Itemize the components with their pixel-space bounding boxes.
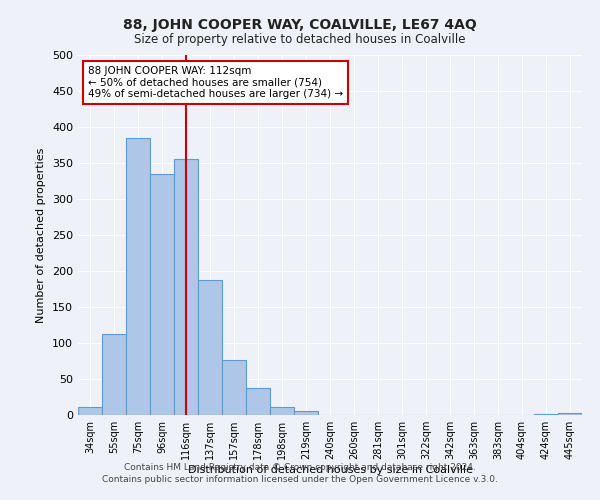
Bar <box>246 388 270 415</box>
X-axis label: Distribution of detached houses by size in Coalville: Distribution of detached houses by size … <box>187 465 473 475</box>
Bar <box>102 334 126 415</box>
Bar <box>126 138 150 415</box>
Bar <box>294 412 318 415</box>
Text: Contains public sector information licensed under the Open Government Licence v.: Contains public sector information licen… <box>102 476 498 484</box>
Bar <box>534 414 558 415</box>
Bar <box>558 413 582 415</box>
Text: Contains HM Land Registry data © Crown copyright and database right 2024.: Contains HM Land Registry data © Crown c… <box>124 463 476 472</box>
Bar <box>198 280 222 415</box>
Bar <box>222 360 246 415</box>
Bar <box>270 407 294 415</box>
Text: 88, JOHN COOPER WAY, COALVILLE, LE67 4AQ: 88, JOHN COOPER WAY, COALVILLE, LE67 4AQ <box>123 18 477 32</box>
Bar <box>78 407 102 415</box>
Y-axis label: Number of detached properties: Number of detached properties <box>37 148 46 322</box>
Bar <box>174 160 198 415</box>
Bar <box>150 174 174 415</box>
Text: Size of property relative to detached houses in Coalville: Size of property relative to detached ho… <box>134 32 466 46</box>
Text: 88 JOHN COOPER WAY: 112sqm
← 50% of detached houses are smaller (754)
49% of sem: 88 JOHN COOPER WAY: 112sqm ← 50% of deta… <box>88 66 343 99</box>
